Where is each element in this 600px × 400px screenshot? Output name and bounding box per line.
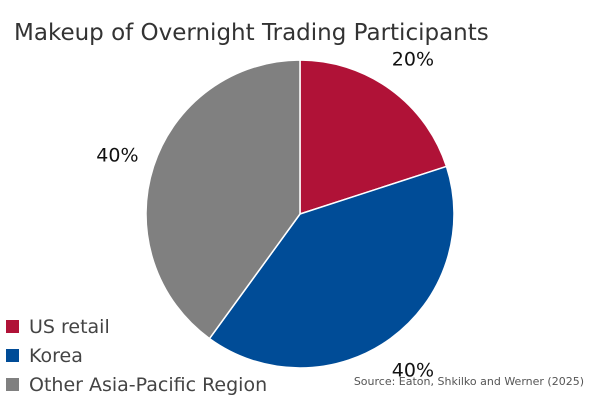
legend-label-korea: Korea — [29, 344, 83, 367]
data-label-other-asia-pacific-region: 40% — [96, 145, 138, 167]
data-label-us-retail: 20% — [392, 49, 434, 71]
legend-swatch-korea — [6, 349, 19, 362]
legend-item-other-asia-pacific: Other Asia-Pacific Region — [6, 370, 267, 399]
pie-slice-korea — [208, 165, 455, 369]
legend-label-other-asia-pacific: Other Asia-Pacific Region — [29, 373, 268, 396]
source-note: Source: Eaton, Shkilko and Werner (2025) — [353, 375, 584, 388]
legend-item-korea: Korea — [6, 341, 267, 370]
pie-slice-other-asia-pacific-region — [145, 59, 301, 340]
legend: US retail Korea Other Asia-Pacific Regio… — [6, 312, 267, 399]
pie-slice-us-retail — [299, 59, 448, 216]
legend-label-us-retail: US retail — [29, 315, 110, 338]
legend-swatch-other-asia-pacific — [6, 378, 19, 391]
chart-title: Makeup of Overnight Trading Participants — [14, 20, 489, 46]
legend-item-us-retail: US retail — [6, 312, 267, 341]
legend-swatch-us-retail — [6, 320, 19, 333]
data-label-korea: 40% — [392, 359, 434, 381]
